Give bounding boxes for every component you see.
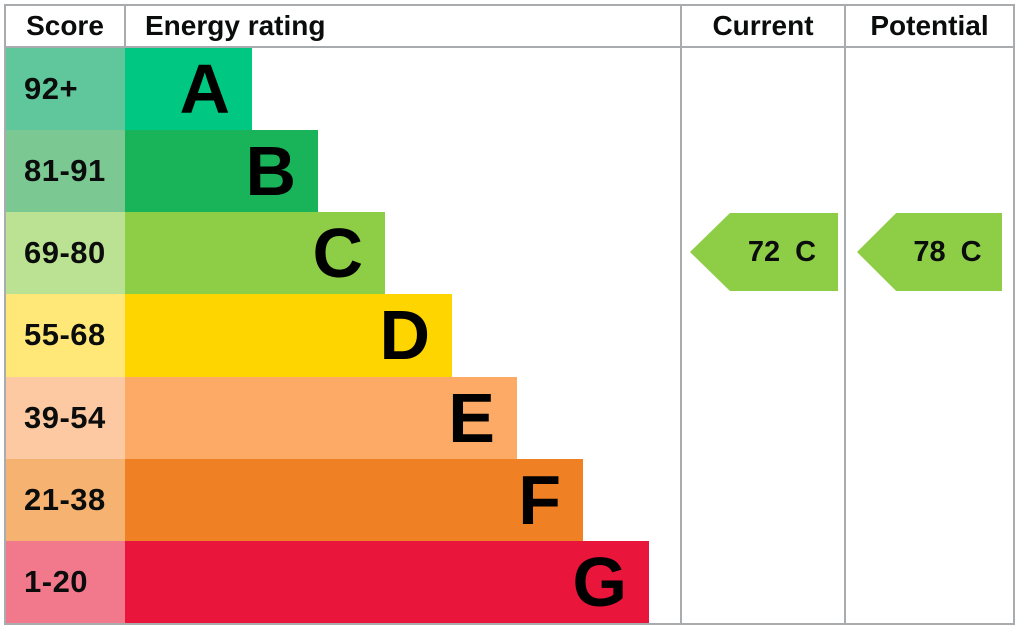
current-rating-letter: C bbox=[795, 235, 817, 268]
score-column-divider bbox=[124, 4, 126, 48]
frame-top-border bbox=[4, 4, 1015, 6]
header-divider bbox=[4, 46, 1015, 48]
potential-column-header: Potential bbox=[870, 10, 989, 41]
band-bar-d: D bbox=[125, 294, 452, 377]
score-range-c: 69-80 bbox=[6, 212, 125, 295]
score-range-f: 21-38 bbox=[6, 458, 125, 541]
band-bar-e: E bbox=[125, 376, 517, 459]
epc-row-c: 69-80 C bbox=[6, 212, 1013, 295]
band-bar-g: G bbox=[125, 540, 649, 623]
band-bar-c: C bbox=[125, 212, 385, 295]
band-rows: 92+ A 81-91 B 69-80 C 55-68 D 39-54 E 21… bbox=[6, 48, 1013, 623]
score-range-b: 81-91 bbox=[6, 130, 125, 213]
potential-rating-letter: C bbox=[960, 235, 982, 268]
potential-rating-value: 78 bbox=[913, 235, 946, 268]
current-rating-value: 72 bbox=[747, 235, 781, 268]
epc-row-a: 92+ A bbox=[6, 48, 1013, 131]
energy-rating-header: Energy rating bbox=[145, 10, 326, 41]
epc-row-b: 81-91 B bbox=[6, 130, 1013, 213]
epc-row-g: 1-20 G bbox=[6, 540, 1013, 623]
score-range-a: 92+ bbox=[6, 48, 125, 131]
epc-row-e: 39-54 E bbox=[6, 376, 1013, 459]
band-bar-f: F bbox=[125, 458, 583, 541]
frame-right-border bbox=[1013, 4, 1015, 625]
score-column-header: Score bbox=[26, 10, 104, 41]
epc-row-d: 55-68 D bbox=[6, 294, 1013, 377]
potential-column-divider bbox=[844, 4, 846, 625]
score-range-g: 1-20 bbox=[6, 540, 125, 623]
score-range-d: 55-68 bbox=[6, 294, 125, 377]
score-range-e: 39-54 bbox=[6, 376, 125, 459]
frame-left-border bbox=[4, 4, 6, 625]
band-bar-b: B bbox=[125, 130, 318, 213]
current-column-header: Current bbox=[712, 10, 814, 41]
frame-bottom-border bbox=[4, 623, 1015, 625]
current-column-divider bbox=[680, 4, 682, 625]
epc-row-f: 21-38 F bbox=[6, 458, 1013, 541]
band-bar-a: A bbox=[125, 48, 252, 131]
